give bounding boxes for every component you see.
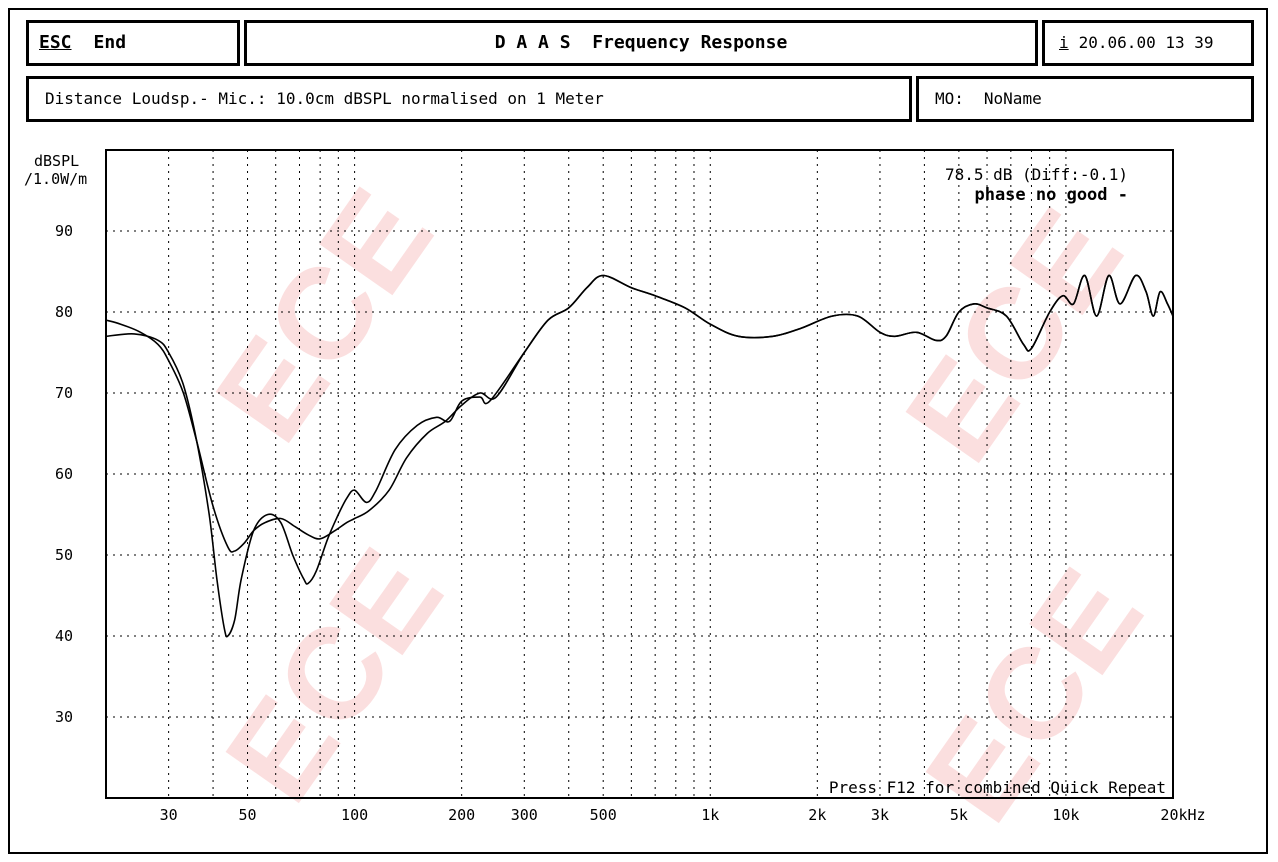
info-datetime-box[interactable]: i 20.06.00 13 39 [1042,20,1254,66]
mo-value: NoName [983,89,1042,108]
x-tick-label: 100 [341,806,368,824]
x-tick-label: 50 [239,806,257,824]
y-tick-label: 30 [55,708,73,726]
info-icon: i [1059,33,1069,52]
y-tick-label: 70 [55,384,73,402]
esc-key-label: ESC [39,32,72,53]
end-label: End [93,32,127,53]
y-tick-label: 40 [55,627,73,645]
x-tick-label: 500 [590,806,617,824]
series-line-1 [105,274,1174,638]
y-axis-unit-label: /1.0W/m [24,170,87,188]
y-axis-label: dBSPL [34,152,79,170]
x-tick-label: 1k [701,806,719,824]
window-frame [8,8,1268,854]
esc-end-button[interactable]: ESC End [26,20,240,66]
window-title: D A A S Frequency Response [244,20,1038,66]
mo-key-label: MO: [935,89,964,108]
x-tick-label: 200 [448,806,475,824]
x-tick-label: 2k [808,806,826,824]
x-tick-label: 5k [950,806,968,824]
x-tick-label: 20kHz [1160,806,1205,824]
measurement-info-text: Distance Loudsp.- Mic.: 10.0cm dBSPL nor… [45,89,604,108]
x-tick-label: 3k [871,806,889,824]
press-f12-hint: Press F12 for combined Quick Repeat [829,778,1166,797]
chart-grid [106,150,1173,798]
mo-box[interactable]: MO: NoName [916,76,1254,122]
measurement-info-box: Distance Loudsp.- Mic.: 10.0cm dBSPL nor… [26,76,912,122]
y-tick-label: 90 [55,222,73,240]
y-tick-label: 60 [55,465,73,483]
plot-area-border [105,149,1174,799]
series-line-2 [105,274,1174,553]
datetime-text: 20.06.00 13 39 [1078,33,1214,52]
x-tick-label: 30 [160,806,178,824]
chart-series [105,274,1174,638]
chart-tick-labels: 30 50 100 200 300 500 1k 2k 3k 5k 10k 20kHz 30 40 50 60… [55,222,1206,824]
title-text: D A A S Frequency Response [494,32,788,53]
level-annotation: 78.5 dB (Diff:-0.1) [945,165,1128,184]
phase-annotation: phase no good - [974,185,1128,205]
y-tick-label: 50 [55,546,73,564]
y-tick-label: 80 [55,303,73,321]
x-tick-label: 10k [1052,806,1079,824]
x-tick-label: 300 [511,806,538,824]
